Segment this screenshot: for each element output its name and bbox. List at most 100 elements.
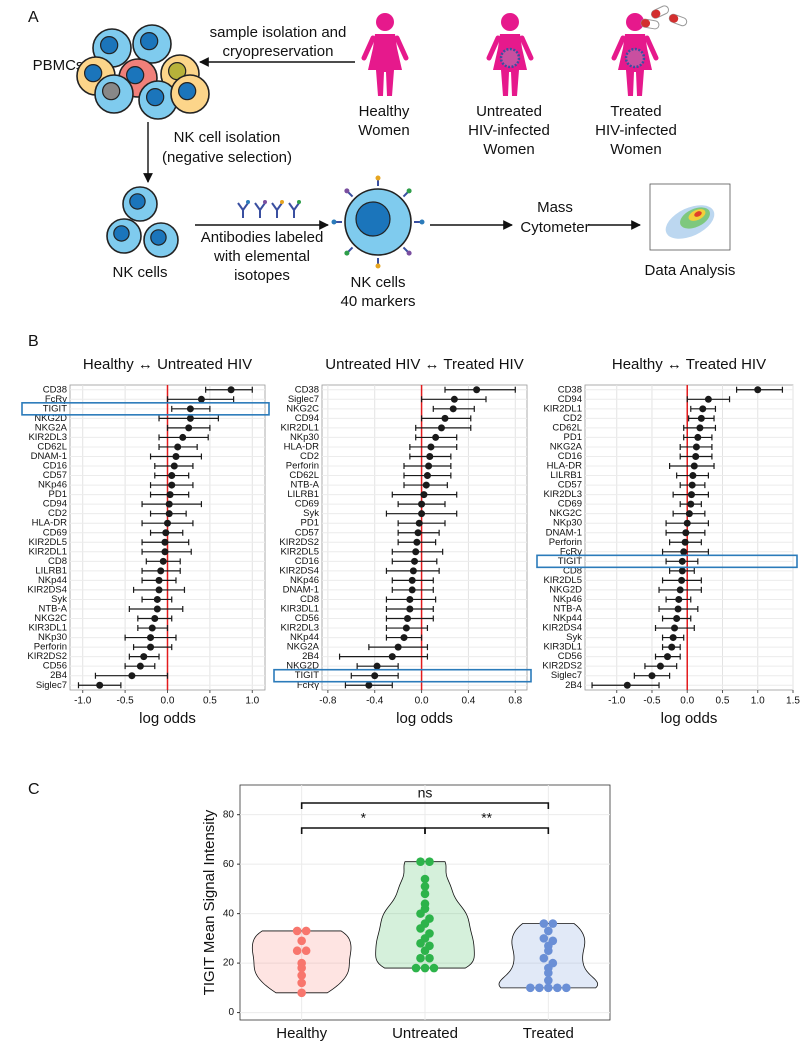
- point: [688, 481, 696, 489]
- y-tick-label: NKG2A: [287, 642, 320, 653]
- y-tick-label: CD56: [43, 661, 67, 672]
- point: [394, 643, 402, 651]
- y-tick-label: CD16: [295, 556, 319, 567]
- y-tick-label: KIR2DS2: [542, 661, 582, 672]
- y-tick-label: KIR2DS4: [27, 584, 67, 595]
- point: [414, 529, 422, 537]
- point: [147, 634, 155, 642]
- y-tick-label: CD2: [300, 451, 319, 462]
- point: [402, 624, 410, 632]
- y-tick-label: CD94: [43, 499, 67, 510]
- x-tick-label: -0.8: [319, 696, 337, 707]
- point: [697, 414, 705, 422]
- y-tick-label: CD2: [48, 508, 67, 519]
- point: [680, 548, 688, 556]
- point: [186, 414, 194, 422]
- significance-bracket: [424, 827, 550, 834]
- y-tick-label: NKG2A: [35, 422, 68, 433]
- dot: [544, 946, 553, 956]
- group-label: HIV-infected: [595, 122, 677, 139]
- y-tick-label: TIGIT: [295, 670, 319, 681]
- point: [170, 462, 178, 470]
- cell-label: NK cells: [350, 274, 405, 291]
- isotope: [344, 250, 350, 256]
- y-tick-label: HLA-DR: [547, 461, 583, 472]
- y-tick-label: KIR2DL1: [280, 422, 319, 433]
- step-label: isotopes: [234, 267, 290, 284]
- point: [692, 452, 700, 460]
- point: [147, 643, 155, 651]
- point: [153, 595, 161, 603]
- y-tick-label: KIR2DL3: [28, 432, 67, 443]
- y-tick-label: PD1: [564, 432, 582, 443]
- point: [164, 519, 171, 527]
- virus: [499, 47, 521, 69]
- y-tick-label: KIR2DS4: [542, 623, 582, 634]
- y-tick-label: FcRγ: [45, 394, 67, 405]
- point: [423, 472, 431, 480]
- isotope: [406, 250, 412, 256]
- dot: [425, 857, 434, 866]
- point: [166, 491, 174, 499]
- y-tick-label: NKp44: [290, 632, 319, 643]
- point: [687, 491, 695, 499]
- point: [412, 548, 420, 556]
- dot: [420, 963, 430, 973]
- point: [408, 586, 416, 594]
- y-tick-label: TIGIT: [43, 403, 67, 414]
- nucleus: [125, 65, 145, 85]
- y-tick-label: CD38: [43, 384, 67, 395]
- dot: [544, 976, 553, 985]
- isotope: [246, 200, 250, 204]
- y-tick-label: Perforin: [286, 461, 319, 472]
- point: [678, 557, 686, 565]
- dot: [301, 946, 311, 956]
- antibody: [254, 202, 266, 218]
- antibody: [237, 202, 249, 218]
- plot-area: [584, 384, 794, 691]
- point: [155, 576, 163, 584]
- point: [400, 634, 408, 642]
- dot: [292, 946, 302, 956]
- dot: [416, 953, 425, 963]
- point: [155, 586, 163, 594]
- point: [694, 433, 702, 441]
- point: [422, 481, 430, 489]
- y-axis-label: TIGIT Mean Signal Intensity: [201, 809, 218, 995]
- dot: [553, 983, 562, 993]
- chart-title: Healthy ↔ Treated HIV: [612, 356, 766, 373]
- pill-half: [641, 19, 651, 28]
- point: [96, 681, 104, 689]
- y-tick-label: NKG2C: [549, 508, 582, 519]
- dot: [416, 857, 425, 866]
- dot: [292, 926, 302, 936]
- y-tick-label: Siglec7: [551, 670, 582, 681]
- y-tick-label: KIR2DL1: [543, 403, 582, 414]
- x-tick-label: 0.5: [203, 696, 217, 707]
- nucleus: [83, 63, 103, 83]
- point: [151, 615, 159, 623]
- x-tick-label: -0.5: [116, 696, 134, 707]
- nucleus: [355, 201, 391, 237]
- point: [140, 653, 148, 661]
- dot: [411, 963, 421, 973]
- group-label: Women: [610, 141, 661, 158]
- y-tick-label: TIGIT: [558, 556, 582, 567]
- dot: [535, 983, 544, 993]
- woman-arms: [486, 35, 534, 61]
- error-bar: [444, 386, 516, 393]
- point: [682, 529, 690, 537]
- dot: [539, 953, 549, 963]
- point: [663, 653, 671, 661]
- y-tick-label: HLA-DR: [32, 518, 68, 529]
- y-tick-label: CD57: [295, 527, 319, 538]
- point: [425, 462, 433, 470]
- x-tick-label: 1.0: [751, 696, 765, 707]
- antibody: [271, 202, 283, 218]
- point: [673, 615, 681, 623]
- isotope: [331, 219, 337, 225]
- x-tick-label: 1.0: [245, 696, 259, 707]
- dot: [416, 909, 425, 918]
- dot: [544, 968, 553, 978]
- dot: [548, 919, 558, 928]
